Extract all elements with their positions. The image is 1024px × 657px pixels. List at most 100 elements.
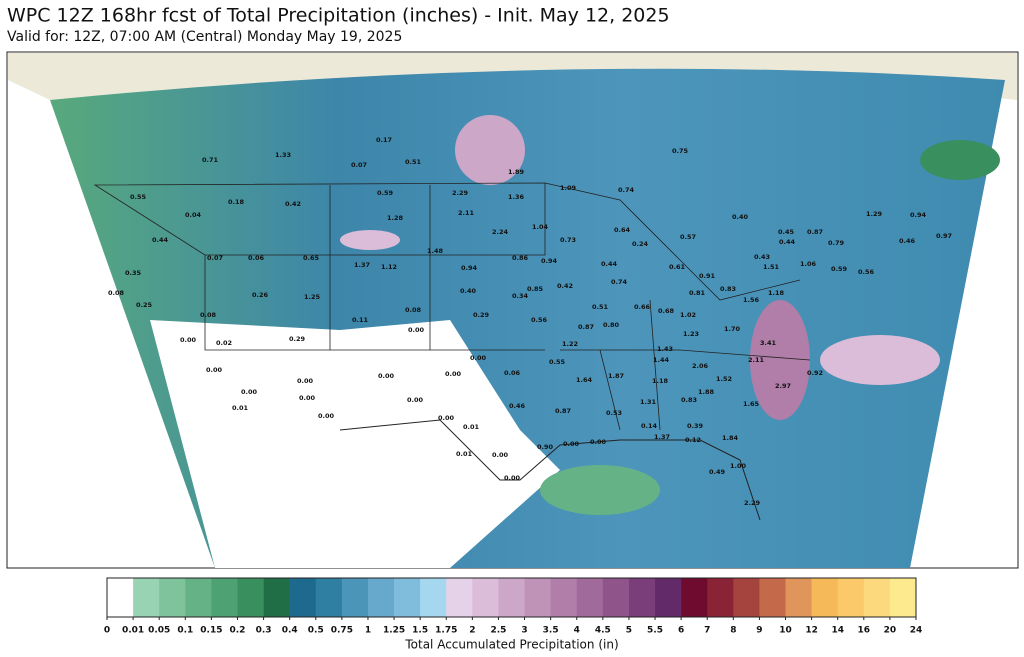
precip-label: 0.65 — [303, 254, 320, 262]
precip-label: 0.14 — [641, 422, 658, 430]
land-outside — [8, 53, 1017, 100]
precip-label: 0.55 — [130, 193, 147, 201]
precip-label: 1.56 — [743, 296, 760, 304]
wet-area — [820, 335, 940, 385]
precip-label: 0.74 — [618, 186, 635, 194]
precip-label: 0.92 — [807, 369, 823, 377]
precip-label: 0.81 — [689, 289, 706, 297]
precip-label: 0.44 — [779, 238, 796, 246]
precip-label: 0.44 — [601, 260, 618, 268]
colorbar-box — [263, 578, 290, 617]
precip-label: 0.00 — [299, 394, 316, 402]
precip-label: 0.07 — [351, 161, 367, 169]
precip-label: 0.56 — [858, 268, 875, 276]
precip-label: 1.22 — [562, 340, 578, 348]
colorbar-tick-label: 0.01 — [122, 626, 144, 636]
colorbar-tick-label: 12 — [805, 626, 818, 636]
colorbar-box — [707, 578, 734, 617]
precip-label: 0.11 — [352, 316, 369, 324]
precip-label: 0.66 — [634, 303, 651, 311]
precip-label: 0.74 — [611, 278, 628, 286]
precip-label: 0.01 — [463, 423, 480, 431]
precip-label: 0.55 — [549, 358, 566, 366]
precip-label: 2.24 — [492, 228, 509, 236]
precip-label: 1.00 — [730, 462, 747, 470]
map — [6, 51, 1019, 569]
precip-label: 0.08 — [200, 311, 217, 319]
precip-label: 1.70 — [724, 325, 741, 333]
colorbar-tick-label: 20 — [884, 626, 897, 636]
colorbar-box — [628, 578, 656, 617]
title: WPC 12Z 168hr fcst of Total Precipitatio… — [7, 5, 670, 27]
wet-area — [455, 115, 525, 185]
colorbar-tick-label: 1.75 — [435, 626, 457, 636]
colorbar-box — [811, 578, 839, 617]
precip-label: 0.44 — [152, 236, 169, 244]
colorbar-tick-label: 2 — [469, 626, 475, 636]
precip-label: 0.06 — [248, 254, 265, 262]
precip-label: 1.02 — [680, 311, 696, 319]
precip-label: 1.84 — [722, 434, 739, 442]
precip-label: 1.04 — [532, 223, 549, 231]
colorbar-box — [785, 578, 812, 617]
precip-label: 0.59 — [831, 265, 848, 273]
colorbar-box — [889, 578, 917, 617]
precip-label: 0.00 — [407, 396, 424, 404]
colorbar-title: Total Accumulated Precipitation (in) — [404, 638, 618, 652]
precip-label: 1.88 — [698, 388, 715, 396]
precip-label: 0.46 — [899, 237, 916, 245]
colorbar-tick-label: 0.2 — [230, 626, 246, 636]
precip-label: 0.71 — [202, 156, 219, 164]
precip-label: 2.11 — [458, 209, 475, 217]
precip-label: 0.97 — [936, 232, 952, 240]
subtitle: Valid for: 12Z, 07:00 AM (Central) Monda… — [7, 29, 402, 45]
wet-area — [750, 300, 810, 420]
colorbar-tick-label: 0.15 — [200, 626, 222, 636]
precip-label: 0.94 — [461, 264, 478, 272]
colorbar-tick-label: 1.25 — [383, 626, 405, 636]
precip-label: 0.83 — [720, 285, 736, 293]
colorbar-box — [420, 578, 447, 617]
precip-label: 0.07 — [207, 254, 223, 262]
colorbar-tick-label: 0 — [104, 626, 110, 636]
precip-label: 0.59 — [377, 189, 394, 197]
colorbar-box — [472, 578, 499, 617]
precip-label: 2.06 — [692, 362, 709, 370]
precip-label: 0.57 — [680, 233, 696, 241]
precip-label: 1.28 — [387, 214, 404, 222]
precip-label: 0.29 — [473, 311, 490, 319]
precip-label: 1.29 — [866, 210, 883, 218]
precip-label: 1.65 — [743, 400, 760, 408]
precip-label: 0.53 — [606, 409, 622, 417]
colorbar-box — [341, 578, 369, 617]
precip-label: 0.40 — [732, 213, 749, 221]
precip-label: 0.00 — [590, 438, 607, 446]
precip-label: 0.17 — [376, 136, 392, 144]
precip-label: 1.37 — [654, 433, 670, 441]
colorbar-box — [602, 578, 630, 617]
precip-label: 0.18 — [228, 198, 245, 206]
precip-label: 1.43 — [657, 345, 673, 353]
colorbar-tick-label: 1 — [365, 626, 371, 636]
precip-label: 1.36 — [508, 193, 525, 201]
colorbar-tick-label: 10 — [779, 626, 792, 636]
colorbar-tick-label: 0.4 — [282, 626, 298, 636]
precip-label: 0.61 — [669, 263, 686, 271]
precip-label: 0.01 — [456, 450, 473, 458]
coastline-border — [339, 419, 761, 521]
precip-label: 0.94 — [541, 257, 558, 265]
precip-label: 1.33 — [275, 151, 291, 159]
colorbar-tick-label: 2.5 — [490, 626, 506, 636]
colorbar-tick-label: 14 — [831, 626, 844, 636]
precip-label: 0.12 — [685, 436, 701, 444]
precip-label: 0.51 — [592, 303, 609, 311]
colorbar-box — [159, 578, 186, 617]
colorbar-box — [185, 578, 212, 617]
colorbar-box — [550, 578, 578, 617]
precip-label: 0.42 — [285, 200, 301, 208]
colorbar-tick-label: 7 — [704, 626, 710, 636]
colorbar-box — [498, 578, 525, 617]
precip-label: 0.75 — [672, 147, 689, 155]
precip-label: 0.87 — [578, 323, 594, 331]
colorbar-tick-label: 0.05 — [148, 626, 170, 636]
